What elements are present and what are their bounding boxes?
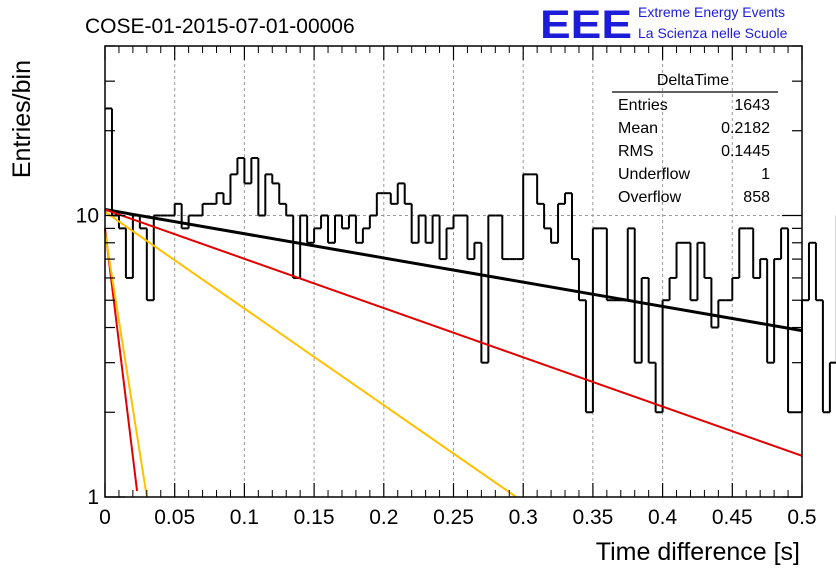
stats-value-overflow: 858 — [743, 189, 770, 206]
stats-value-rms: 0.1445 — [721, 143, 770, 160]
fit-line — [104, 208, 803, 333]
x-tick-label: 0.5 — [787, 506, 816, 529]
x-tick-labels: 0 0.05 0.1 0.15 0.2 0.25 0.3 0.35 0.4 0.45 0.5 — [99, 506, 816, 529]
y-tick-label: 10 — [76, 204, 99, 227]
x-tick-label: 0 — [99, 506, 111, 529]
x-tick-label: 0.3 — [509, 506, 538, 529]
logo-line-1: Extreme Energy Events — [638, 4, 785, 20]
stats-box: DeltaTime Entries 1643 Mean 0.2182 RMS 0… — [612, 72, 778, 206]
fit-lines — [104, 208, 803, 498]
x-tick-label: 0.05 — [154, 506, 195, 529]
run-title: COSE-01-2015-07-01-00006 — [85, 15, 355, 38]
axis-ticks — [104, 45, 803, 498]
eee-logo: EEE — [540, 3, 632, 47]
stats-label-entries: Entries — [618, 97, 668, 114]
y-tick-label: 1 — [87, 486, 99, 509]
x-tick-label: 0.25 — [433, 506, 474, 529]
x-tick-label: 0.45 — [712, 506, 753, 529]
fit-line — [104, 208, 803, 457]
stats-label-overflow: Overflow — [618, 189, 682, 206]
x-tick-label: 0.4 — [648, 506, 678, 529]
stats-value-entries: 1643 — [734, 97, 770, 114]
stats-label-mean: Mean — [618, 120, 658, 137]
stats-label-rms: RMS — [618, 143, 654, 160]
y-axis-title: Entries/bin — [8, 60, 36, 178]
logo-line-2: La Scienza nelle Scuole — [638, 25, 788, 41]
y-tick-labels: 1 10 — [76, 204, 99, 509]
x-tick-label: 0.2 — [369, 506, 398, 529]
x-tick-label: 0.15 — [294, 506, 335, 529]
stats-value-underflow: 1 — [761, 166, 770, 183]
stats-value-mean: 0.2182 — [721, 120, 770, 137]
stats-label-underflow: Underflow — [618, 166, 690, 183]
x-tick-label: 0.1 — [230, 506, 259, 529]
fit-line — [104, 211, 517, 498]
stats-title: DeltaTime — [657, 72, 729, 89]
fit-line — [104, 232, 148, 498]
x-axis-title: Time difference [s] — [596, 538, 800, 566]
x-tick-label: 0.35 — [572, 506, 613, 529]
